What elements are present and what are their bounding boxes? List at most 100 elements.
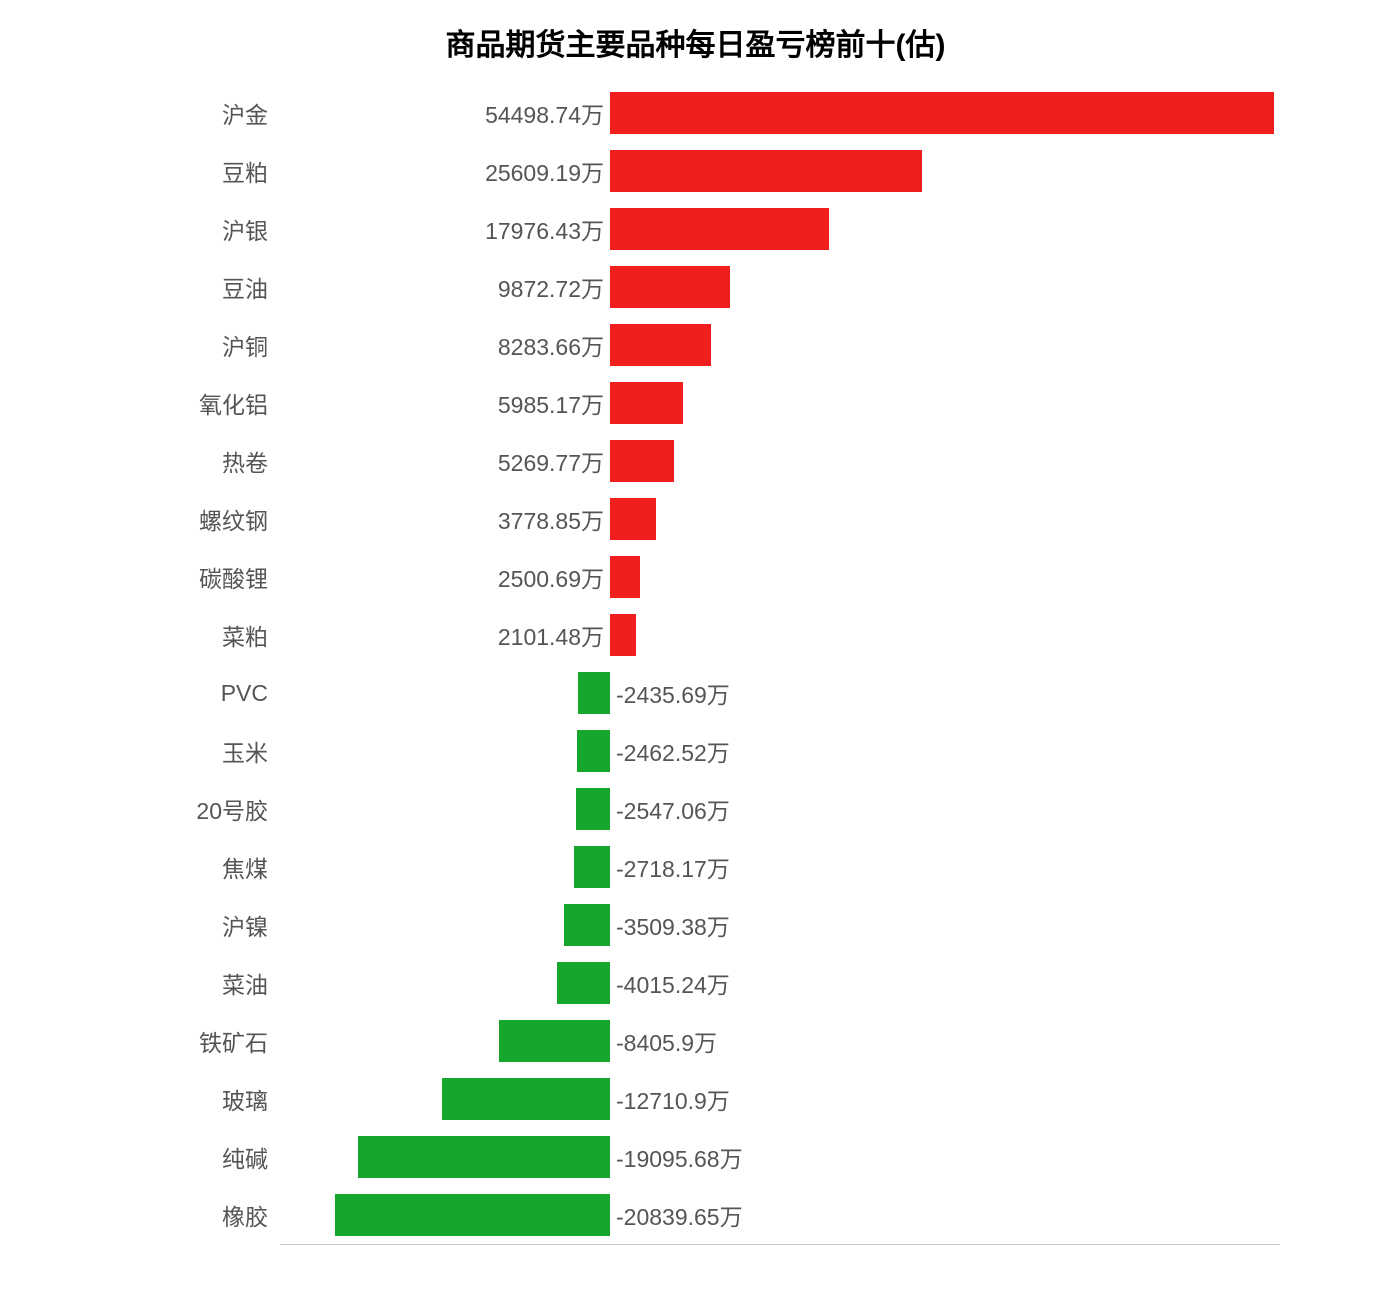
chart-row: 氧化铝 5985.17万	[80, 374, 1280, 432]
bar-area: 5269.77万	[280, 432, 1280, 490]
chart-row: 焦煤 -2718.17万	[80, 838, 1280, 896]
chart-row: 沪镍 -3509.38万	[80, 896, 1280, 954]
bar-area: -2435.69万	[280, 664, 1280, 722]
category-label: 铁矿石	[80, 1024, 280, 1058]
chart-row: 螺纹钢 3778.85万	[80, 490, 1280, 548]
bar-area: -4015.24万	[280, 954, 1280, 1012]
category-label: 沪金	[80, 96, 280, 130]
category-label: 菜油	[80, 966, 280, 1000]
value-label: 5985.17万	[498, 386, 604, 420]
value-label: -19095.68万	[616, 1140, 743, 1174]
value-label: 8283.66万	[498, 328, 604, 362]
bar-area: 2101.48万	[280, 606, 1280, 664]
value-label: 54498.74万	[485, 96, 604, 130]
category-label: 焦煤	[80, 850, 280, 884]
bar-area: -8405.9万	[280, 1012, 1280, 1070]
bar-area: 3778.85万	[280, 490, 1280, 548]
value-label: -2718.17万	[616, 850, 730, 884]
chart-row: 沪银 17976.43万	[80, 200, 1280, 258]
bar-area: -19095.68万	[280, 1128, 1280, 1186]
bar-positive	[610, 150, 922, 192]
chart-row: 菜油 -4015.24万	[80, 954, 1280, 1012]
value-label: -2462.52万	[616, 734, 730, 768]
chart-row: PVC -2435.69万	[80, 664, 1280, 722]
value-label: 5269.77万	[498, 444, 604, 478]
bar-area: -2547.06万	[280, 780, 1280, 838]
bar-area: -2718.17万	[280, 838, 1280, 896]
bar-negative	[578, 672, 610, 714]
chart-row: 玻璃 -12710.9万	[80, 1070, 1280, 1128]
category-label: 氧化铝	[80, 386, 280, 420]
bar-area: 9872.72万	[280, 258, 1280, 316]
category-label: 螺纹钢	[80, 502, 280, 536]
bar-negative	[574, 846, 610, 888]
chart-body: 沪金54498.74万豆粕25609.19万沪银17976.43万豆油9872.…	[80, 84, 1280, 1254]
chart-row: 玉米 -2462.52万	[80, 722, 1280, 780]
bar-positive	[610, 614, 636, 656]
bar-negative	[564, 904, 610, 946]
chart-row: 菜粕 2101.48万	[80, 606, 1280, 664]
category-label: 沪铜	[80, 328, 280, 362]
bar-area: 2500.69万	[280, 548, 1280, 606]
chart-row: 豆粕25609.19万	[80, 142, 1280, 200]
value-label: -4015.24万	[616, 966, 730, 1000]
chart-row: 碳酸锂2500.69万	[80, 548, 1280, 606]
value-label: -2547.06万	[616, 792, 730, 826]
chart-container: 商品期货主要品种每日盈亏榜前十(估) 沪金 54498.74万豆粕25609.19…	[20, 20, 1371, 1280]
bar-area: 54498.74万	[280, 84, 1280, 142]
category-label: 玻璃	[80, 1082, 280, 1116]
bar-positive	[610, 498, 656, 540]
value-label: 9872.72万	[498, 270, 604, 304]
chart-row: 沪金 54498.74万	[80, 84, 1280, 142]
category-label: 豆粕	[80, 154, 280, 188]
bar-positive	[610, 92, 1274, 134]
chart-title: 商品期货主要品种每日盈亏榜前十(估)	[20, 20, 1371, 64]
bar-area: 8283.66万	[280, 316, 1280, 374]
bar-negative	[358, 1136, 610, 1178]
bar-area: 25609.19万	[280, 142, 1280, 200]
bar-area: -2462.52万	[280, 722, 1280, 780]
category-label: 热卷	[80, 444, 280, 478]
value-label: -20839.65万	[616, 1198, 743, 1232]
category-label: 20号胶	[80, 792, 280, 826]
category-label: PVC	[80, 680, 280, 707]
chart-row: 热卷 5269.77万	[80, 432, 1280, 490]
bar-negative	[557, 962, 610, 1004]
value-label: -12710.9万	[616, 1082, 730, 1116]
value-label: -3509.38万	[616, 908, 730, 942]
chart-row: 沪铜 8283.66万	[80, 316, 1280, 374]
category-label: 玉米	[80, 734, 280, 768]
chart-row: 纯碱 -19095.68万	[80, 1128, 1280, 1186]
bar-positive	[610, 266, 730, 308]
bar-positive	[610, 556, 640, 598]
bar-positive	[610, 440, 674, 482]
bar-positive	[610, 208, 829, 250]
category-label: 沪镍	[80, 908, 280, 942]
chart-row: 橡胶-20839.65万	[80, 1186, 1280, 1244]
bar-negative	[442, 1078, 610, 1120]
value-label: -2435.69万	[616, 676, 730, 710]
category-label: 纯碱	[80, 1140, 280, 1174]
category-label: 菜粕	[80, 618, 280, 652]
category-label: 碳酸锂	[80, 560, 280, 594]
chart-row: 豆油 9872.72万	[80, 258, 1280, 316]
category-label: 豆油	[80, 270, 280, 304]
bar-area: 5985.17万	[280, 374, 1280, 432]
bar-negative	[576, 788, 610, 830]
chart-row: 铁矿石 -8405.9万	[80, 1012, 1280, 1070]
value-label: 2101.48万	[498, 618, 604, 652]
bar-negative	[335, 1194, 610, 1236]
bar-negative	[577, 730, 610, 772]
bar-positive	[610, 382, 683, 424]
bar-positive	[610, 324, 711, 366]
bar-area: 17976.43万	[280, 200, 1280, 258]
value-label: -8405.9万	[616, 1024, 717, 1058]
bar-area: -12710.9万	[280, 1070, 1280, 1128]
bar-area: -20839.65万	[280, 1186, 1280, 1244]
chart-row: 20号胶 -2547.06万	[80, 780, 1280, 838]
x-axis-line	[280, 1244, 1280, 1245]
value-label: 3778.85万	[498, 502, 604, 536]
category-label: 沪银	[80, 212, 280, 246]
bar-negative	[499, 1020, 610, 1062]
value-label: 17976.43万	[485, 212, 604, 246]
